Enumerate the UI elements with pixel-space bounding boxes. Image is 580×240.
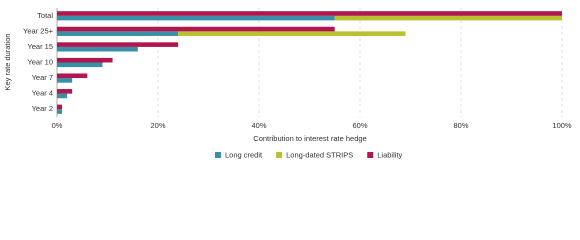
bar bbox=[57, 78, 73, 83]
bar bbox=[57, 73, 88, 79]
bar bbox=[57, 89, 73, 94]
bar bbox=[57, 42, 179, 47]
legend-label: Liability bbox=[377, 150, 402, 159]
bar bbox=[57, 93, 68, 99]
bar bbox=[57, 46, 138, 52]
y-tick-label: Year 15 bbox=[27, 42, 53, 51]
chart: Key rate duration Contribution to intere… bbox=[3, 8, 572, 159]
y-axis-title: Key rate duration bbox=[3, 33, 12, 90]
y-tick-label: Year 7 bbox=[32, 73, 53, 82]
x-tick-label: 0% bbox=[52, 121, 63, 130]
bar bbox=[57, 26, 335, 32]
bar bbox=[57, 57, 113, 63]
x-axis-title: Contribution to interest rate hedge bbox=[253, 134, 366, 143]
bar bbox=[57, 11, 562, 16]
y-tick-label: Year 10 bbox=[27, 57, 53, 66]
y-tick-label: Year 25+ bbox=[23, 26, 54, 35]
x-tick-label: 20% bbox=[150, 121, 165, 130]
bar bbox=[57, 62, 103, 68]
bar bbox=[57, 109, 63, 114]
bar bbox=[57, 31, 179, 36]
x-tick-label: 60% bbox=[352, 121, 367, 130]
y-tick-label: Year 2 bbox=[32, 104, 53, 113]
legend-label: Long credit bbox=[225, 150, 263, 159]
bar bbox=[334, 15, 562, 21]
legend-swatch bbox=[215, 152, 221, 158]
bar bbox=[57, 15, 335, 21]
x-tick-label: 80% bbox=[453, 121, 468, 130]
legend-swatch bbox=[276, 152, 283, 158]
bar bbox=[178, 31, 406, 36]
bar bbox=[57, 104, 63, 110]
x-tick-label: 40% bbox=[251, 121, 266, 130]
x-tick-label: 100% bbox=[552, 121, 572, 130]
legend-swatch bbox=[367, 152, 374, 158]
y-tick-label: Year 4 bbox=[32, 89, 53, 98]
legend-label: Long-dated STRIPS bbox=[286, 150, 353, 159]
y-tick-label: Total bbox=[37, 11, 53, 20]
